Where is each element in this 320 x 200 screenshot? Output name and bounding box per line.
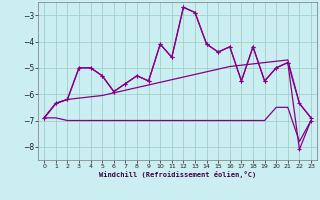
X-axis label: Windchill (Refroidissement éolien,°C): Windchill (Refroidissement éolien,°C) (99, 171, 256, 178)
